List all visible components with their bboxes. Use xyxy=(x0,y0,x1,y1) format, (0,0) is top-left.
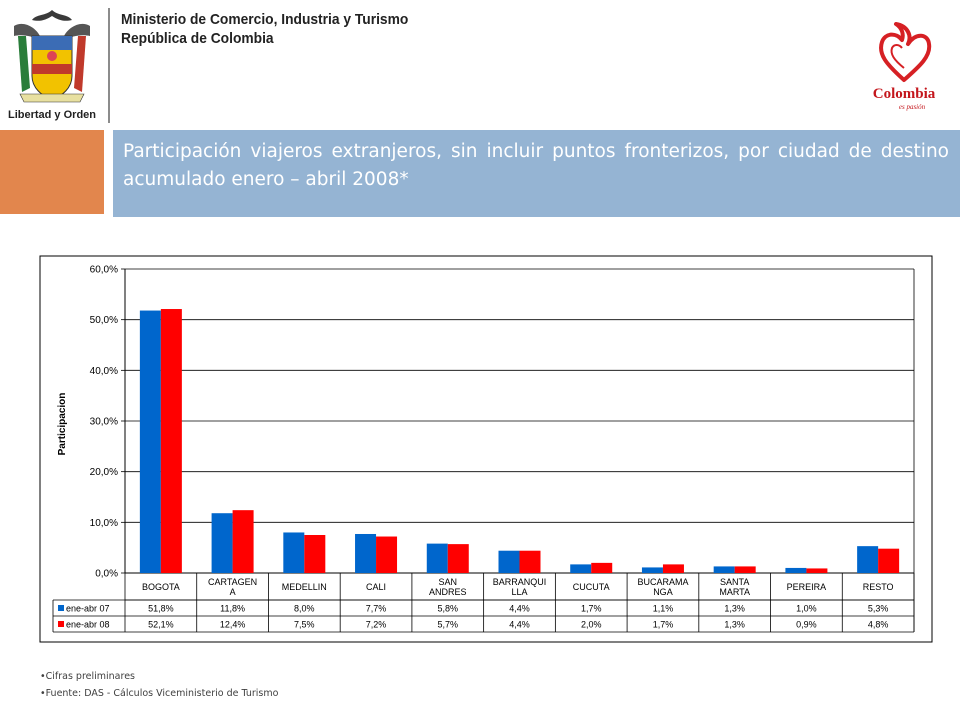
y-axis-ticks: 0,0% 10,0% 20,0% 30,0% 40,0% 50,0% 60,0% xyxy=(90,265,118,580)
bar-ene-abr-07 xyxy=(355,533,377,573)
footnote-preliminary: •Cifras preliminares xyxy=(40,671,135,682)
y-tick-label: 10,0% xyxy=(90,518,118,529)
bar-ene-abr-08 xyxy=(806,568,828,573)
bar-ene-abr-07 xyxy=(211,513,233,573)
category-label: CUCUTA xyxy=(573,582,610,592)
y-tick-label: 50,0% xyxy=(90,315,118,326)
data-label: 8,0% xyxy=(294,604,315,614)
data-label: 11,8% xyxy=(220,604,245,614)
data-label: 0,9% xyxy=(796,620,817,630)
data-label: 1,1% xyxy=(653,604,674,614)
legend-swatch xyxy=(58,605,64,611)
category-label: SAN ANDRES xyxy=(429,577,467,597)
category-label: RESTO xyxy=(863,582,894,592)
y-tick-label: 30,0% xyxy=(90,417,118,428)
legend-label: ene-abr 07 xyxy=(66,604,110,614)
category-label: CALI xyxy=(366,582,386,592)
bar-ene-abr-07 xyxy=(498,550,520,573)
category-label: BOGOTA xyxy=(142,582,180,592)
legend-label: ene-abr 08 xyxy=(66,620,110,630)
bar-ene-abr-08 xyxy=(232,510,254,573)
title-band: Participación viajeros extranjeros, sin … xyxy=(113,130,960,217)
data-label: 7,5% xyxy=(294,620,315,630)
footnote-source: •Fuente: DAS - Cálculos Viceministerio d… xyxy=(40,688,279,699)
data-label: 4,4% xyxy=(509,604,530,614)
bar-ene-abr-08 xyxy=(591,562,613,573)
data-label: 12,4% xyxy=(220,620,246,630)
data-label: 1,3% xyxy=(724,620,745,630)
chart-area xyxy=(39,255,933,643)
data-label: 1,7% xyxy=(653,620,674,630)
bar-ene-abr-08 xyxy=(734,566,756,573)
data-label: 4,4% xyxy=(509,620,530,630)
data-label: 5,8% xyxy=(438,604,459,614)
category-label: CARTAGEN A xyxy=(208,577,257,597)
category-label: PEREIRA xyxy=(787,582,827,592)
svg-text:Colombia: Colombia xyxy=(873,86,936,102)
y-tick-label: 60,0% xyxy=(90,265,118,276)
data-label: 7,7% xyxy=(366,604,387,614)
data-label: 5,7% xyxy=(438,620,459,630)
bars xyxy=(139,309,900,573)
data-label: 51,8% xyxy=(148,604,174,614)
data-table: BOGOTA CARTAGEN A MEDELLIN CALI SAN ANDRES BARR… xyxy=(52,269,915,633)
category-label: MEDELLIN xyxy=(282,582,327,592)
accent-box xyxy=(0,130,104,214)
bar-ene-abr-08 xyxy=(878,548,900,573)
data-label: 52,1% xyxy=(148,620,174,630)
bar-ene-abr-07 xyxy=(426,543,448,573)
svg-text:es pasión: es pasión xyxy=(899,103,926,111)
data-label: 1,7% xyxy=(581,604,602,614)
category-label: BARRANQUI LLA xyxy=(493,577,547,597)
category-label: BUCARAMA NGA xyxy=(637,577,688,597)
bar-ene-abr-08 xyxy=(376,536,398,573)
data-label: 1,3% xyxy=(724,604,745,614)
slide-title: Participación viajeros extranjeros, sin … xyxy=(123,141,949,190)
bar-ene-abr-08 xyxy=(662,564,684,573)
bar-ene-abr-08 xyxy=(519,550,541,573)
ministry-line-1: Ministerio de Comercio, Industria y Turi… xyxy=(121,11,409,28)
bar-ene-abr-07 xyxy=(857,546,879,573)
ministry-name: Ministerio de Comercio, Industria y Turi… xyxy=(121,10,408,48)
data-label: 1,0% xyxy=(796,604,817,614)
y-tick-label: 20,0% xyxy=(90,467,118,478)
y-tick-label: 0,0% xyxy=(95,569,118,580)
bar-ene-abr-08 xyxy=(304,535,326,573)
data-label: 4,8% xyxy=(868,620,889,630)
data-label: 5,3% xyxy=(868,604,889,614)
y-axis-label: Participacion xyxy=(57,393,68,456)
data-label: 2,0% xyxy=(581,620,602,630)
coat-of-arms-emblem: Libertad y Orden xyxy=(6,6,98,124)
bar-ene-abr-07 xyxy=(785,567,807,573)
bar-ene-abr-07 xyxy=(641,567,663,573)
ministry-line-2: República de Colombia xyxy=(121,30,274,47)
legend-swatch xyxy=(58,621,64,627)
bar-ene-abr-07 xyxy=(139,310,161,573)
colombia-brand-logo: Colombia es pasión xyxy=(866,22,942,114)
header-divider xyxy=(108,8,110,123)
bar-ene-abr-08 xyxy=(447,544,469,573)
bar-ene-abr-07 xyxy=(570,564,592,573)
data-label: 7,2% xyxy=(366,620,387,630)
bar-ene-abr-07 xyxy=(713,566,735,573)
bar-ene-abr-07 xyxy=(283,532,305,573)
y-tick-label: 40,0% xyxy=(90,366,118,377)
category-label: SANTA MARTA xyxy=(719,577,750,597)
bar-ene-abr-08 xyxy=(160,309,182,573)
footnotes: •Cifras preliminares •Fuente: DAS - Cálc… xyxy=(40,668,278,702)
svg-text:Libertad y Orden: Libertad y Orden xyxy=(8,109,96,121)
